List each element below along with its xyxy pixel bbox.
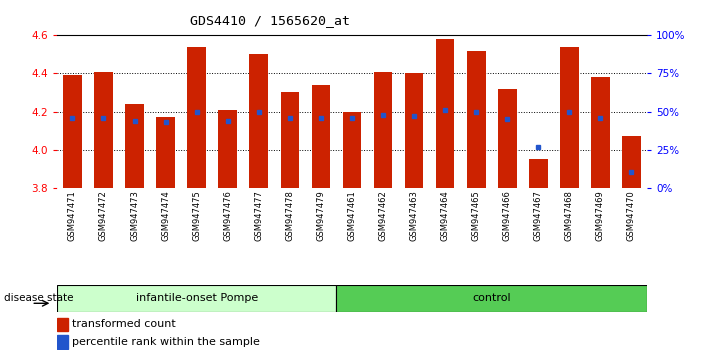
Text: GSM947476: GSM947476	[223, 190, 232, 241]
Bar	[63, 75, 82, 192]
Text: percentile rank within the sample: percentile rank within the sample	[72, 337, 260, 347]
Text: GDS4410 / 1565620_at: GDS4410 / 1565620_at	[190, 14, 351, 27]
Bar	[529, 159, 547, 192]
Text: GSM947471: GSM947471	[68, 190, 77, 241]
Text: GSM947464: GSM947464	[441, 190, 449, 241]
Bar	[436, 39, 454, 192]
Text: GSM947469: GSM947469	[596, 190, 605, 241]
Text: GSM947463: GSM947463	[410, 190, 419, 241]
Text: disease state: disease state	[4, 293, 73, 303]
FancyBboxPatch shape	[336, 285, 647, 312]
Text: GSM947475: GSM947475	[192, 190, 201, 241]
Bar	[311, 85, 330, 192]
Bar	[218, 110, 237, 192]
FancyBboxPatch shape	[57, 285, 336, 312]
Text: GSM947478: GSM947478	[285, 190, 294, 241]
Text: GSM947473: GSM947473	[130, 190, 139, 241]
Bar	[250, 55, 268, 192]
Bar	[622, 136, 641, 192]
Text: GSM947467: GSM947467	[534, 190, 542, 241]
Text: GSM947462: GSM947462	[378, 190, 387, 241]
Text: GSM947466: GSM947466	[503, 190, 512, 241]
Bar	[125, 104, 144, 192]
Bar	[467, 51, 486, 192]
Bar	[374, 72, 392, 192]
Bar	[94, 72, 113, 192]
Text: GSM947468: GSM947468	[565, 190, 574, 241]
Text: GSM947472: GSM947472	[99, 190, 108, 241]
Text: control: control	[472, 293, 511, 303]
Text: GSM947465: GSM947465	[471, 190, 481, 241]
Bar	[187, 47, 206, 192]
Bar	[560, 47, 579, 192]
Text: transformed count: transformed count	[72, 319, 176, 329]
Text: GSM947479: GSM947479	[316, 190, 326, 241]
Text: GSM947461: GSM947461	[348, 190, 356, 241]
Bar	[57, 335, 68, 349]
Text: GSM947474: GSM947474	[161, 190, 170, 241]
Text: GSM947470: GSM947470	[627, 190, 636, 241]
Bar	[281, 92, 299, 192]
Bar	[591, 77, 610, 192]
Text: infantile-onset Pompe: infantile-onset Pompe	[136, 293, 258, 303]
Text: GSM947477: GSM947477	[255, 190, 263, 241]
Bar	[498, 88, 517, 192]
Bar	[343, 112, 361, 192]
Bar	[405, 73, 423, 192]
Bar	[156, 117, 175, 192]
Bar	[57, 318, 68, 331]
